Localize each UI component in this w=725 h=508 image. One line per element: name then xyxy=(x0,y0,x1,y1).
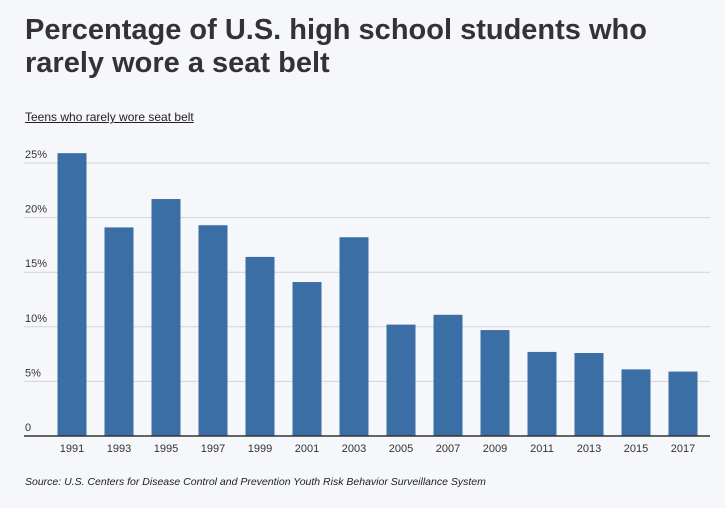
x-tick-label: 1995 xyxy=(154,443,178,455)
x-tick-label: 1993 xyxy=(107,443,131,455)
y-tick-label: 10% xyxy=(25,313,47,325)
bar-2003 xyxy=(339,237,369,436)
x-tick-label: 2001 xyxy=(295,443,319,455)
y-tick-label: 5% xyxy=(25,367,41,379)
bar-2017 xyxy=(668,371,698,436)
x-tick-label: 2015 xyxy=(624,443,648,455)
source-note: Source: U.S. Centers for Disease Control… xyxy=(25,476,486,488)
chart-subtitle: Teens who rarely wore seat belt xyxy=(25,110,194,124)
bar-2013 xyxy=(574,353,604,436)
bar-1999 xyxy=(245,256,275,436)
bar-1997 xyxy=(198,225,228,436)
x-tick-label: 1991 xyxy=(60,443,84,455)
y-tick-label: 20% xyxy=(25,204,47,216)
x-tick-label: 1999 xyxy=(248,443,272,455)
x-tick-label: 2007 xyxy=(436,443,460,455)
x-tick-label: 1997 xyxy=(201,443,225,455)
x-tick-label: 2013 xyxy=(577,443,601,455)
x-tick-label: 2017 xyxy=(671,443,695,455)
bar-2015 xyxy=(621,369,651,436)
bar-2009 xyxy=(480,330,510,436)
bar-2005 xyxy=(386,324,416,436)
bar-2011 xyxy=(527,351,557,436)
y-tick-label: 25% xyxy=(25,149,47,161)
x-tick-label: 2003 xyxy=(342,443,366,455)
bar-2001 xyxy=(292,282,322,436)
y-tick-label: 15% xyxy=(25,258,47,270)
bar-1993 xyxy=(104,227,134,436)
x-tick-label: 2011 xyxy=(530,443,554,455)
x-tick-label: 2005 xyxy=(389,443,413,455)
chart-title: Percentage of U.S. high school students … xyxy=(25,14,647,79)
bar-1995 xyxy=(151,199,181,436)
y-tick-label: 0 xyxy=(25,422,31,434)
bar-2007 xyxy=(433,314,463,436)
bar-1991 xyxy=(57,153,87,436)
x-tick-label: 2009 xyxy=(483,443,507,455)
